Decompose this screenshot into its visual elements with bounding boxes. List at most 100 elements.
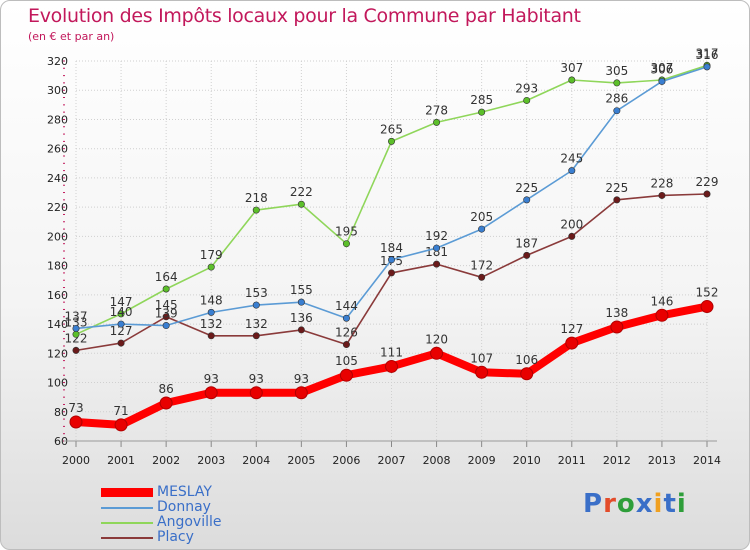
data-point	[703, 63, 711, 71]
data-point	[114, 418, 128, 432]
x-tick-label: 2001	[107, 454, 135, 467]
data-label: 307	[650, 61, 673, 75]
data-label: 305	[605, 64, 628, 78]
data-label: 155	[290, 283, 313, 297]
data-label: 93	[294, 372, 309, 386]
data-label: 200	[560, 217, 583, 231]
data-point	[339, 368, 353, 382]
data-point	[159, 396, 173, 410]
proxiti-logo: Proxiti	[583, 489, 687, 519]
data-point	[613, 107, 621, 115]
data-label: 136	[290, 311, 313, 325]
data-point	[700, 300, 714, 314]
data-point	[387, 256, 395, 264]
data-point	[117, 310, 125, 318]
data-label: 107	[470, 351, 493, 365]
data-point	[658, 191, 666, 199]
data-point	[69, 415, 83, 429]
data-point	[613, 196, 621, 204]
y-tick-label: 80	[54, 406, 68, 419]
y-tick-label: 200	[47, 230, 68, 243]
data-label: 184	[380, 241, 403, 255]
data-point	[433, 244, 441, 252]
legend-label: MESLAY	[157, 484, 212, 500]
data-point	[478, 273, 486, 281]
legend-item: Placy	[101, 530, 221, 545]
data-point	[565, 336, 579, 350]
data-point	[294, 386, 308, 400]
y-tick-label: 160	[47, 289, 68, 302]
logo-letter: i	[676, 489, 687, 519]
data-label: 145	[155, 298, 178, 312]
data-point	[297, 326, 305, 334]
data-label: 225	[515, 181, 538, 195]
data-label: 147	[110, 295, 133, 309]
legend-swatch	[101, 488, 153, 497]
data-point	[162, 313, 170, 321]
data-label: 306	[650, 62, 673, 76]
data-point	[433, 260, 441, 268]
data-point	[117, 339, 125, 347]
data-point	[523, 96, 531, 104]
x-tick-label: 2012	[603, 454, 631, 467]
data-label: 205	[470, 210, 493, 224]
data-label: 105	[335, 354, 358, 368]
data-point	[475, 365, 489, 379]
legend-item: MESLAY	[101, 485, 221, 500]
data-label: 132	[200, 317, 223, 331]
data-label: 86	[159, 382, 174, 396]
data-label: 285	[470, 93, 493, 107]
data-point	[117, 320, 125, 328]
data-point	[297, 298, 305, 306]
data-label: 179	[200, 248, 223, 262]
data-label: 138	[605, 306, 628, 320]
data-point	[72, 324, 80, 332]
data-label: 122	[65, 331, 88, 345]
data-point	[568, 232, 576, 240]
y-tick-label: 280	[47, 113, 68, 126]
data-label: 93	[204, 372, 219, 386]
x-tick-label: 2014	[693, 454, 721, 467]
data-point	[387, 269, 395, 277]
y-tick-label: 60	[54, 435, 68, 448]
data-point	[72, 330, 80, 338]
legend-swatch	[101, 536, 153, 539]
data-point	[162, 322, 170, 330]
data-point	[207, 308, 215, 316]
data-point	[703, 190, 711, 198]
legend-item: Donnay	[101, 500, 221, 515]
data-point	[430, 346, 444, 360]
data-label: 73	[68, 401, 83, 415]
chart-title: Evolution des Impôts locaux pour la Comm…	[28, 5, 581, 27]
data-point	[252, 206, 260, 214]
x-tick-label: 2003	[197, 454, 225, 467]
data-point	[613, 79, 621, 87]
x-tick-label: 2002	[152, 454, 180, 467]
x-tick-label: 2007	[378, 454, 406, 467]
data-label: 225	[605, 181, 628, 195]
data-label: 228	[650, 176, 673, 190]
data-label: 139	[155, 307, 178, 321]
data-label: 278	[425, 103, 448, 117]
data-point	[207, 263, 215, 271]
data-label: 146	[650, 294, 673, 308]
chart-legend: MESLAY Donnay Angoville Placy	[101, 485, 221, 545]
data-label: 307	[560, 61, 583, 75]
data-label: 133	[65, 315, 88, 329]
data-label: 137	[65, 309, 88, 323]
data-point	[568, 167, 576, 175]
data-label: 245	[560, 152, 583, 166]
data-point	[249, 386, 263, 400]
data-label: 148	[200, 293, 223, 307]
data-label: 265	[380, 122, 403, 136]
data-label: 192	[425, 229, 448, 243]
x-tick-label: 2010	[513, 454, 541, 467]
y-tick-label: 300	[47, 84, 68, 97]
data-label: 120	[425, 332, 448, 346]
data-point	[252, 301, 260, 309]
data-point	[204, 386, 218, 400]
data-label: 111	[380, 345, 403, 359]
x-tick-label: 2008	[423, 454, 451, 467]
data-label: 195	[335, 225, 358, 239]
